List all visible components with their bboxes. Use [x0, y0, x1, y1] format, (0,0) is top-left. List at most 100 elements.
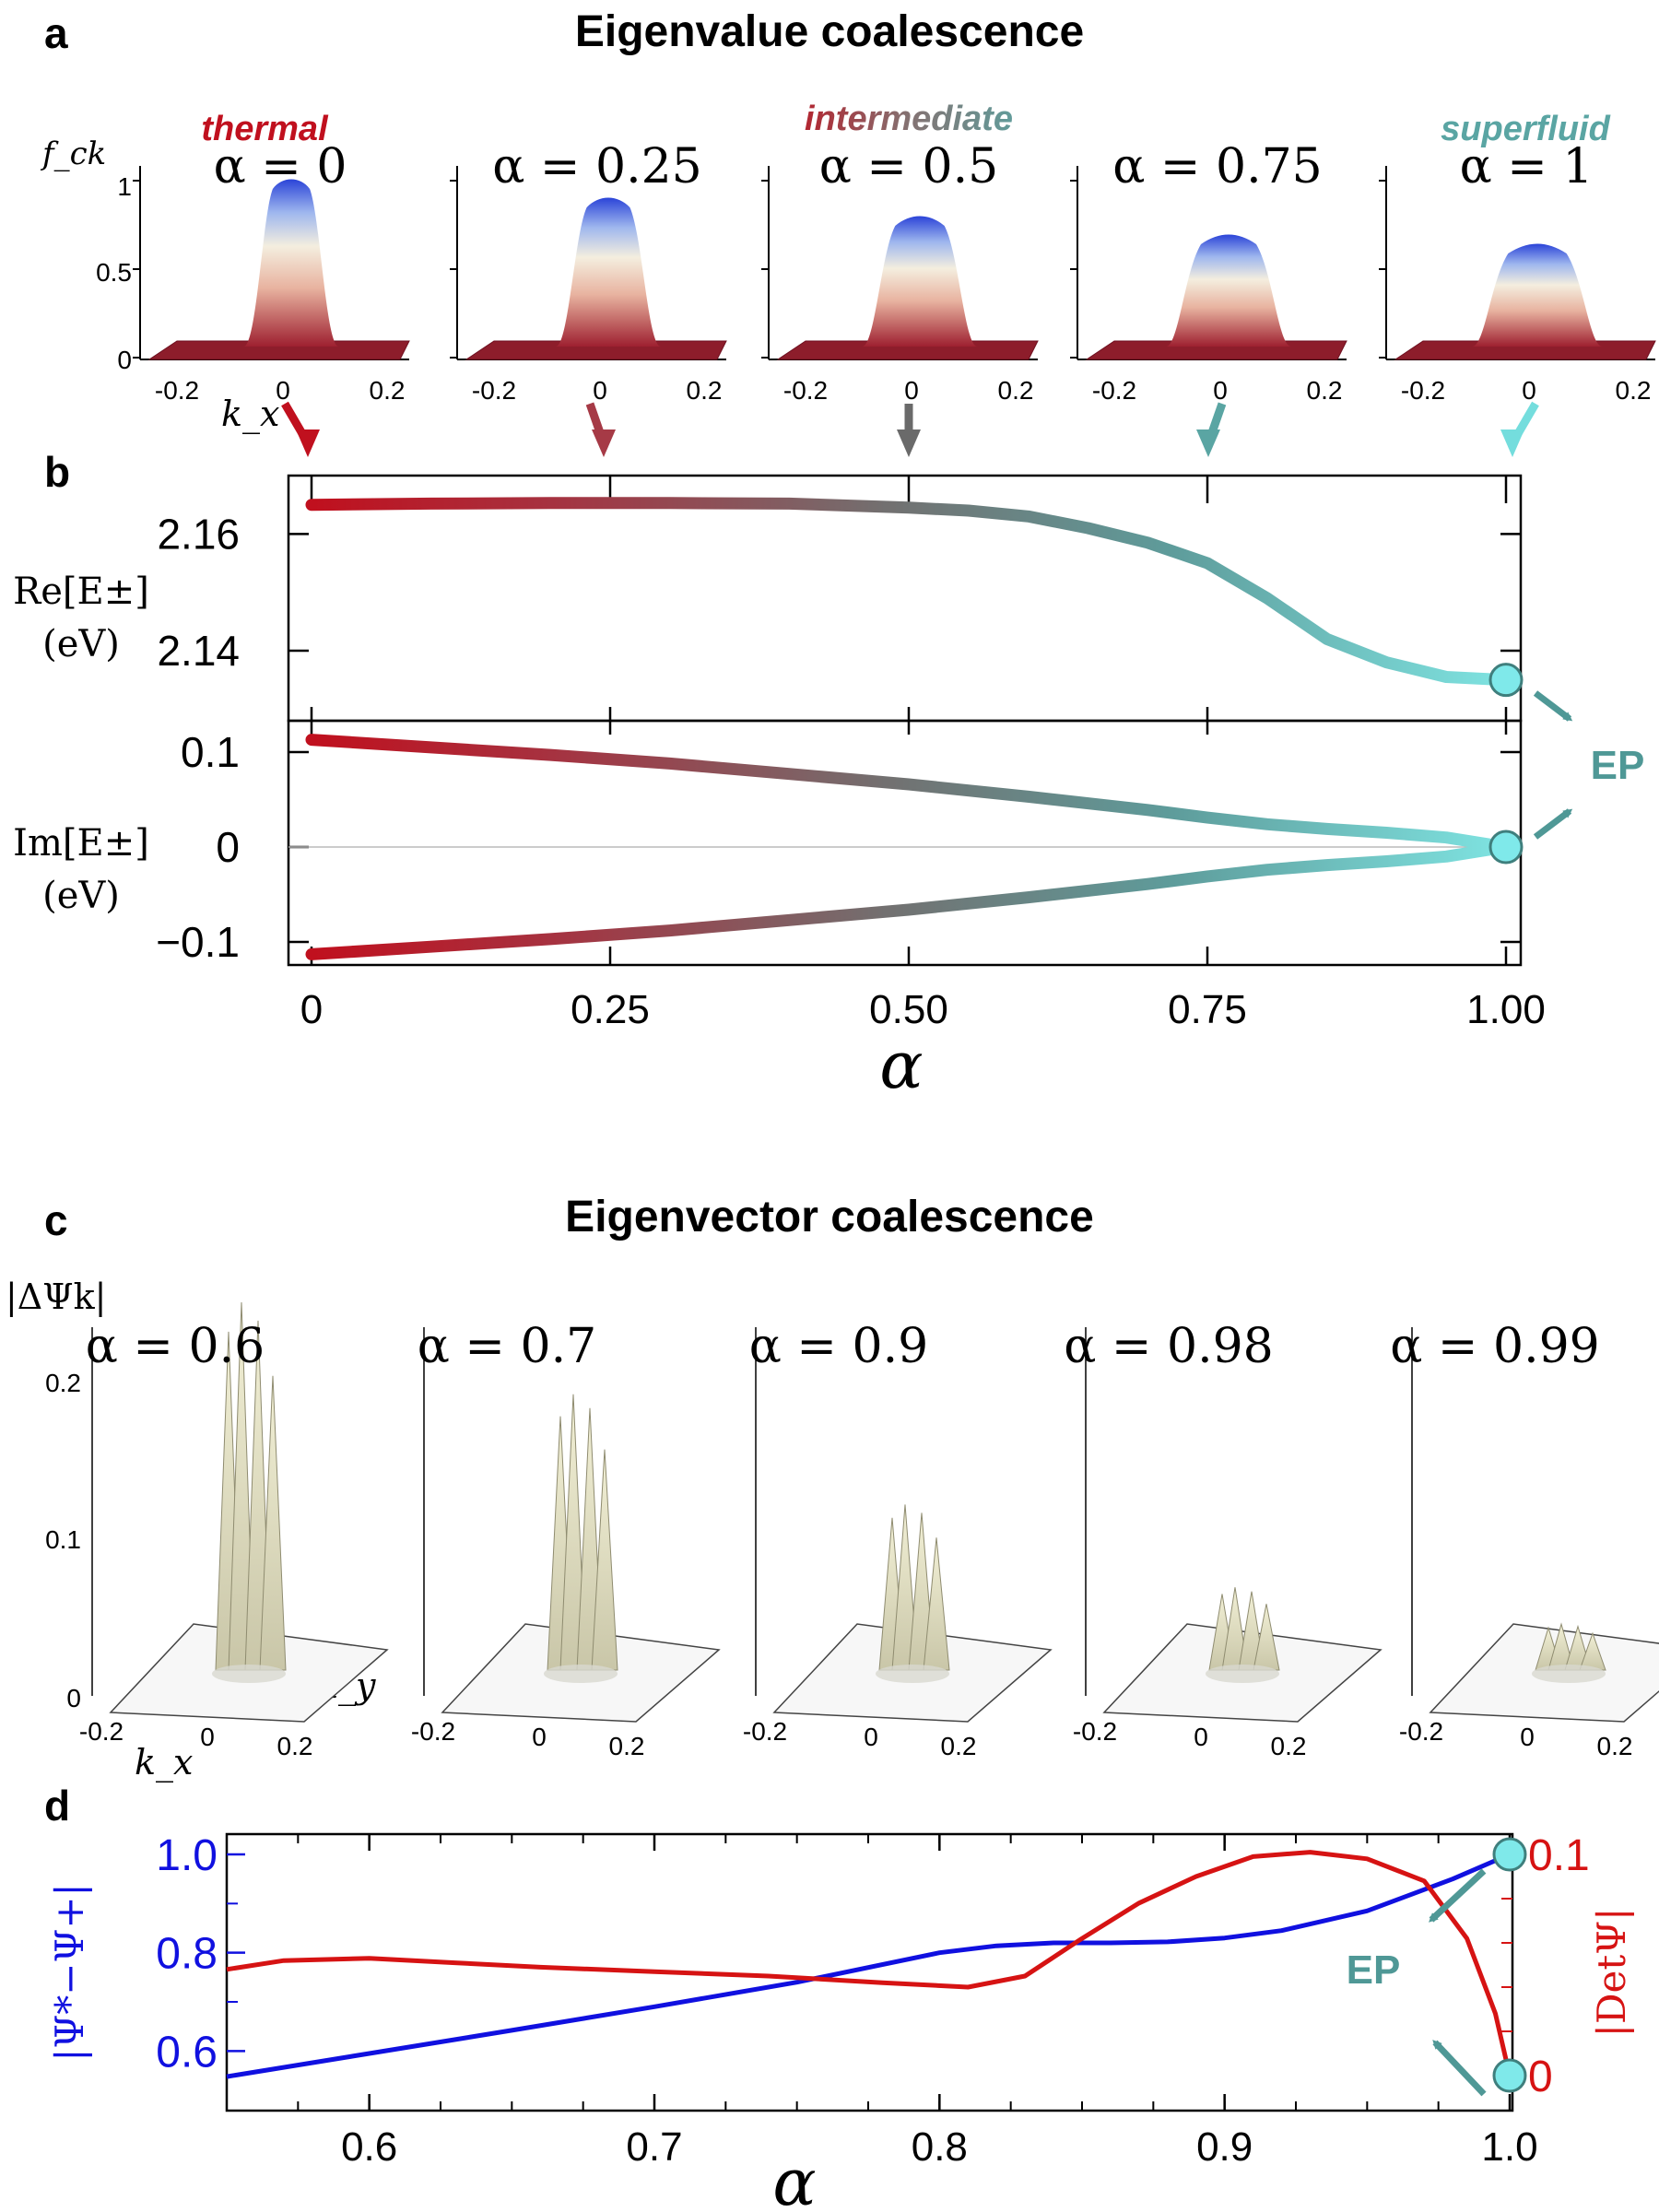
panel-a-ylabel: f_ck: [40, 135, 106, 172]
inset-a-peak-1: [556, 197, 661, 347]
inset-c-xtick-3-0: -0.2: [1073, 1717, 1117, 1746]
inset-c-shadow-2: [876, 1665, 949, 1683]
inset-a-xtick-0-1: 0: [276, 376, 290, 405]
d-xtick-label-2: 0.8: [912, 2124, 968, 2170]
d-left-ytick-label-0: 1.0: [156, 1831, 218, 1880]
inset-a-peak-0: [243, 179, 339, 347]
panel-a-insets: α = 0 -0.2 0 0.2 α = 0.25 -0.2 0 0.2 α = 0.5 -0.2…: [133, 139, 1656, 405]
b-im-ytick-label-1: 0: [216, 823, 240, 871]
b-re-ytick-label-1: 2.14: [157, 627, 240, 675]
inset-c-xtick-1-2: 0.2: [609, 1732, 645, 1760]
inset-c-xtick-4-2: 0.2: [1597, 1732, 1633, 1760]
panel-c-ytick-01: 0.1: [45, 1525, 81, 1554]
d-xtick-label-0: 0.6: [341, 2124, 397, 2170]
ep-arrow-upper: [1533, 690, 1573, 722]
panel-a-xlabel: k_x: [221, 394, 279, 435]
panel-d-frame: [225, 1832, 1514, 2112]
d-xtick-label-3: 0.9: [1196, 2124, 1253, 2170]
panel-b-xlabel: α: [879, 1028, 923, 1103]
panel-b-plot: 0 0.25 0.50 0.75 1.00 2.16 2.14 0.1 0 −0.1: [156, 476, 1546, 1032]
regime-label-intermediate: intermediate: [805, 100, 1013, 138]
inset-a-xtick-2-0: -0.2: [783, 376, 828, 405]
panel-d-right-ylabel: |DetΨ|: [1589, 1908, 1634, 2038]
inset-c-xtick-1-1: 0: [532, 1723, 547, 1751]
inset-a-xtick-2-2: 0.2: [998, 376, 1034, 405]
inset-c-alpha-label-1: α = 0.7: [418, 1319, 596, 1374]
overlap-series-line: [226, 1852, 1511, 2079]
inset-a-alpha-label-1: α = 0.25: [492, 139, 702, 194]
im-ylabel-2: (eV): [42, 875, 120, 917]
ep-marker-re: [1488, 663, 1524, 698]
inset-a-alpha-label-0: α = 0: [214, 139, 347, 194]
b-xtick-label-4: 1.00: [1466, 987, 1546, 1032]
inset-a-xtick-4-0: -0.2: [1401, 376, 1445, 405]
inset-c-alpha-label-2: α = 0.9: [749, 1319, 928, 1374]
inset-c-xtick-4-0: -0.2: [1399, 1717, 1443, 1746]
inset-c-xtick-4-1: 0: [1520, 1723, 1535, 1751]
panel-a-ytick-0: 0: [117, 346, 132, 374]
inset-c-shadow-0: [212, 1665, 286, 1683]
inset-a-alpha-label-3: α = 0.75: [1112, 139, 1323, 194]
inset-a-alpha-label-4: α = 1: [1460, 139, 1594, 194]
im-energy-curve-minus: [305, 841, 1512, 960]
inset-a-xtick-4-1: 0: [1522, 376, 1536, 405]
inset-a-xtick-1-2: 0.2: [687, 376, 723, 405]
inset-c-xtick-1-0: -0.2: [411, 1717, 455, 1746]
inset-a-alpha-label-2: α = 0.5: [819, 139, 998, 194]
inset-c-shadow-3: [1206, 1665, 1279, 1683]
inset-a-peak-2: [862, 216, 978, 347]
panel-c-insets: α = 0.6 -0.2 0 0.2 α = 0.7 -0.2 0 0.2 α = 0.9 -0.…: [79, 1301, 1659, 1760]
im-energy-curve-plus: [305, 734, 1512, 853]
panel-a-ytick-1: 1: [117, 172, 132, 201]
regime-label-thermal: thermal: [201, 110, 329, 148]
panel-b-im-frame: [287, 719, 1523, 967]
inset-c-shadow-4: [1532, 1665, 1606, 1683]
inset-c-shadow-1: [544, 1665, 618, 1683]
panel-c-xlabel: k_x: [135, 1742, 193, 1783]
d-right-ytick-label-0: 0.1: [1528, 1831, 1590, 1880]
determinant-series-line: [226, 1850, 1512, 2077]
inset-c-xtick-2-2: 0.2: [941, 1732, 977, 1760]
panel-d-plot: 0.6 0.7 0.8 0.9 1.0 1.0 0.8 0.6 0.1 0: [156, 1831, 1589, 2170]
panel-label-a: a: [44, 9, 68, 57]
inset-c-xtick-0-0: -0.2: [79, 1717, 124, 1746]
panel-b-ep-label: EP: [1591, 743, 1645, 788]
b-xtick-label-2: 0.50: [869, 987, 948, 1032]
inset-a-floor-1: [465, 340, 727, 360]
ep-marker-d-bottom: [1492, 2058, 1527, 2093]
inset-a-peak-3: [1166, 234, 1291, 347]
inset-c-xtick-2-0: -0.2: [743, 1717, 787, 1746]
panel-d-xlabel: α: [772, 2145, 816, 2212]
panel-c-ytick-0: 0: [66, 1684, 81, 1712]
inset-a-xtick-3-0: -0.2: [1092, 376, 1136, 405]
inset-c-xtick-3-2: 0.2: [1271, 1732, 1307, 1760]
d-xtick-label-1: 0.7: [626, 2124, 682, 2170]
b-im-ytick-label-2: −0.1: [156, 918, 240, 966]
inset-c-xtick-0-1: 0: [200, 1723, 215, 1751]
inset-a-xtick-0-0: -0.2: [155, 376, 199, 405]
re-energy-curve: [305, 497, 1512, 687]
panel-label-d: d: [44, 1782, 70, 1830]
inset-a-xtick-4-2: 0.2: [1616, 376, 1652, 405]
inset-a-floor-0: [147, 340, 410, 360]
inset-c-alpha-label-0: α = 0.6: [86, 1319, 265, 1374]
ep-arrow-d-top: [1429, 1868, 1487, 1923]
inset-c-xtick-2-1: 0: [864, 1723, 878, 1751]
d-right-ytick-label-1: 0: [1528, 2053, 1553, 2101]
regime-arrow-head-3: [1196, 429, 1220, 457]
inset-a-xtick-0-2: 0.2: [370, 376, 406, 405]
panel-a-title: Eigenvalue coalescence: [575, 7, 1084, 56]
ep-arrow-lower: [1533, 808, 1573, 840]
re-ylabel-2: (eV): [42, 623, 120, 665]
inset-a-peak-4: [1472, 243, 1603, 347]
panel-a-ytick-05: 0.5: [96, 258, 132, 287]
d-left-ytick-label-2: 0.6: [156, 2028, 218, 2077]
b-xtick-label-3: 0.75: [1168, 987, 1247, 1032]
inset-c-alpha-label-3: α = 0.98: [1064, 1319, 1274, 1374]
b-xtick-label-0: 0: [300, 987, 323, 1032]
inset-c-xtick-0-2: 0.2: [277, 1732, 313, 1760]
regime-arrow-head-4: [1500, 429, 1524, 457]
inset-a-xtick-3-2: 0.2: [1307, 376, 1343, 405]
b-re-ytick-label-0: 2.16: [157, 510, 240, 558]
inset-a-xtick-1-0: -0.2: [472, 376, 516, 405]
